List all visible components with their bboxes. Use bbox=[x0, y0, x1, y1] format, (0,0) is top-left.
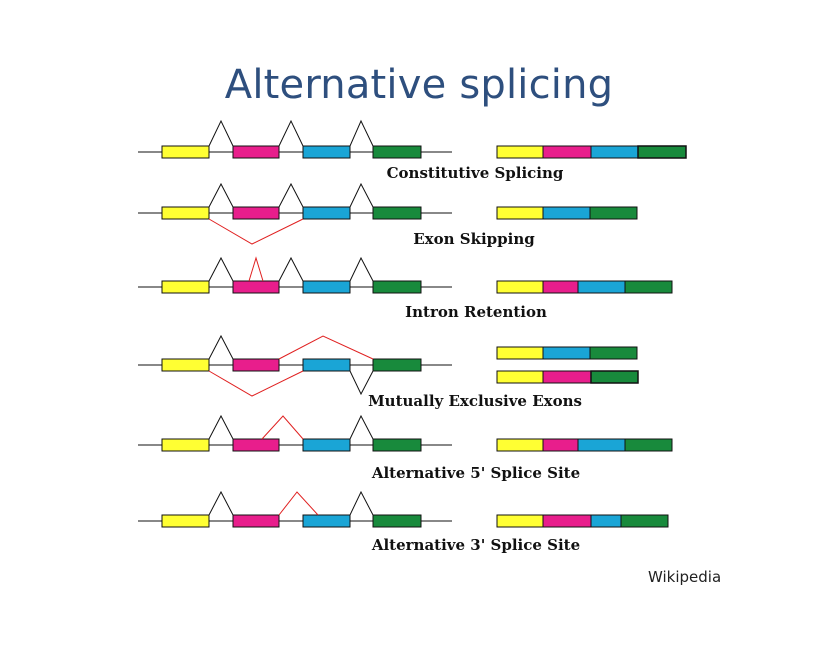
mature-mrna bbox=[496, 346, 638, 360]
splice-junction bbox=[208, 414, 234, 440]
splice-junction bbox=[208, 182, 234, 208]
exon-2 bbox=[232, 145, 280, 159]
row-mutually-exclusive-exons: Mutually Exclusive Exons bbox=[138, 334, 639, 410]
mrna-exon-3 bbox=[590, 514, 622, 528]
exon-4 bbox=[372, 145, 422, 159]
splice-junction bbox=[349, 370, 374, 396]
mrna-exon-4 bbox=[620, 514, 669, 528]
mrna-exon-3 bbox=[577, 280, 626, 294]
row-label: Alternative 5' Splice Site bbox=[371, 464, 580, 482]
mrna-exon-4 bbox=[637, 145, 687, 159]
mature-mrna bbox=[496, 438, 673, 452]
splice-junction bbox=[208, 490, 234, 516]
exon-4 bbox=[372, 514, 422, 528]
mrna-exon-1 bbox=[496, 370, 544, 384]
mrna-exon-2 bbox=[542, 280, 579, 294]
mrna-exon-3 bbox=[542, 206, 591, 220]
alternative-splice-junction bbox=[208, 218, 304, 245]
exon-2 bbox=[232, 358, 280, 372]
mature-mrna bbox=[496, 280, 673, 294]
mrna-exon-2 bbox=[542, 145, 592, 159]
mrna-exon-1 bbox=[496, 145, 544, 159]
row-label: Intron Retention bbox=[405, 303, 547, 321]
exon-3 bbox=[302, 358, 351, 372]
mrna-exon-1 bbox=[496, 206, 544, 220]
mature-mrna bbox=[496, 145, 687, 159]
splice-junction bbox=[208, 119, 234, 147]
alternative-splice-junction bbox=[261, 415, 304, 440]
alternative-splice-junction bbox=[278, 335, 374, 360]
mrna-exon-1 bbox=[496, 280, 544, 294]
alternative-splice-junction bbox=[278, 491, 319, 516]
row-label: Mutually Exclusive Exons bbox=[368, 392, 582, 410]
exon-4 bbox=[372, 206, 422, 220]
exon-1 bbox=[161, 206, 210, 220]
splice-junction bbox=[349, 119, 374, 147]
splice-junction bbox=[349, 256, 374, 282]
exon-1 bbox=[161, 280, 210, 294]
exon-4 bbox=[372, 280, 422, 294]
mrna-exon-1 bbox=[496, 438, 544, 452]
mrna-exon-4 bbox=[589, 206, 638, 220]
row-exon-skipping: Exon Skipping bbox=[138, 182, 638, 248]
splice-junction bbox=[349, 182, 374, 208]
splice-junction bbox=[278, 119, 304, 147]
row-label: Alternative 3' Splice Site bbox=[371, 536, 580, 554]
row-alternative-5-splice-site: Alternative 5' Splice Site bbox=[138, 414, 673, 482]
retained-intron-junction bbox=[248, 256, 264, 282]
splice-junction bbox=[278, 256, 304, 282]
alternative-splice-junction bbox=[208, 370, 304, 397]
mature-mrna bbox=[496, 514, 669, 528]
row-intron-retention: Intron Retention bbox=[138, 256, 673, 321]
exon-1 bbox=[161, 145, 210, 159]
mature-mrna-alternative bbox=[496, 370, 639, 384]
splice-junction bbox=[208, 256, 234, 282]
exon-2 bbox=[232, 206, 280, 220]
exon-1 bbox=[161, 358, 210, 372]
row-constitutive-splicing: Constitutive Splicing bbox=[138, 119, 687, 182]
exon-4 bbox=[372, 358, 422, 372]
mrna-exon-2 bbox=[542, 514, 592, 528]
mrna-exon-2 bbox=[542, 438, 579, 452]
mrna-exon-3 bbox=[577, 438, 626, 452]
exon-3 bbox=[302, 206, 351, 220]
exon-3 bbox=[302, 514, 351, 528]
row-label: Exon Skipping bbox=[413, 230, 535, 248]
exon-3 bbox=[302, 145, 351, 159]
exon-1 bbox=[161, 438, 210, 452]
mrna-exon-3 bbox=[542, 346, 591, 360]
exon-3 bbox=[302, 280, 351, 294]
mrna-exon-1 bbox=[496, 514, 544, 528]
page-title: Alternative splicing bbox=[224, 62, 614, 108]
exon-2 bbox=[232, 514, 280, 528]
splice-junction bbox=[349, 490, 374, 516]
exon-4 bbox=[372, 438, 422, 452]
mrna-exon-4 bbox=[589, 346, 638, 360]
splice-junction bbox=[349, 414, 374, 440]
exon-2 bbox=[232, 280, 280, 294]
source-credit: Wikipedia bbox=[648, 568, 722, 586]
row-alternative-3-splice-site: Alternative 3' Splice Site bbox=[138, 490, 669, 554]
mature-mrna bbox=[496, 206, 638, 220]
mrna-exon-3 bbox=[590, 145, 639, 159]
splice-junction bbox=[278, 182, 304, 208]
mrna-exon-4 bbox=[590, 370, 639, 384]
mrna-exon-1 bbox=[496, 346, 544, 360]
exon-1 bbox=[161, 514, 210, 528]
mrna-exon-2 bbox=[542, 370, 592, 384]
row-label: Constitutive Splicing bbox=[387, 164, 564, 182]
mrna-exon-4 bbox=[624, 280, 673, 294]
exon-2 bbox=[232, 438, 280, 452]
mrna-exon-4 bbox=[624, 438, 673, 452]
splice-junction bbox=[208, 334, 234, 360]
exon-3 bbox=[302, 438, 351, 452]
